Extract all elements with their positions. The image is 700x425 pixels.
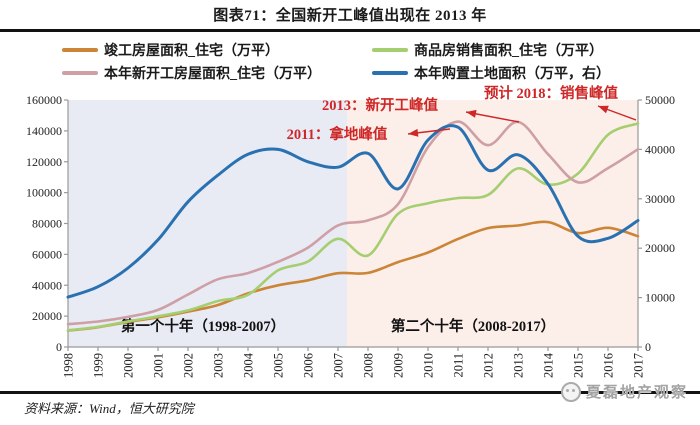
series-line-1 bbox=[66, 122, 640, 332]
legend-swatch bbox=[372, 71, 408, 75]
left-axis-tick-label: 80000 bbox=[32, 217, 62, 231]
x-axis-year-label: 2013 bbox=[512, 353, 526, 378]
series-line-2 bbox=[66, 120, 640, 326]
annotation-arrowhead bbox=[598, 105, 609, 114]
watermark-logo-icon bbox=[560, 381, 581, 402]
x-axis-year-label: 2003 bbox=[212, 353, 226, 378]
legend-swatch bbox=[62, 71, 98, 75]
left-axis-tick-label: 60000 bbox=[32, 247, 62, 261]
right-axis-tick-label: 10000 bbox=[645, 291, 675, 305]
x-axis-year-label: 2005 bbox=[272, 353, 286, 378]
x-axis-year-label: 2006 bbox=[302, 353, 316, 378]
x-axis-year-label: 2017 bbox=[632, 353, 646, 378]
left-axis-tick-label: 40000 bbox=[32, 278, 62, 292]
source-note: 资料来源：Wind，恒大研究院 bbox=[24, 401, 194, 416]
x-axis-year-label: 2001 bbox=[152, 353, 166, 378]
x-axis-year-label: 2000 bbox=[122, 353, 136, 378]
title-divider bbox=[0, 29, 700, 32]
x-axis-year-label: 1999 bbox=[92, 353, 106, 378]
decade-label: 第二个十年（2008-2017） bbox=[391, 317, 555, 335]
x-axis-year-label: 2009 bbox=[392, 353, 406, 378]
x-axis-year-label: 2008 bbox=[362, 353, 376, 378]
legend-item-1: 商品房销售面积_住宅（万平） bbox=[372, 40, 603, 60]
chart-title: 图表71：全国新开工峰值出现在 2013 年 bbox=[213, 8, 487, 24]
left-axis-tick-label: 20000 bbox=[32, 309, 62, 323]
legend-swatch bbox=[62, 48, 98, 52]
legend-item-0: 竣工房屋面积_住宅（万平） bbox=[62, 40, 279, 60]
series-line-3 bbox=[66, 124, 640, 299]
left-axis-tick-label: 100000 bbox=[26, 186, 62, 200]
annotation-arrowhead bbox=[408, 128, 419, 137]
decade-label: 第一个十年（1998-2007） bbox=[121, 317, 285, 335]
footer-divider bbox=[0, 391, 700, 394]
right-axis-tick-label: 40000 bbox=[645, 142, 675, 156]
left-axis-tick-label: 120000 bbox=[26, 155, 62, 169]
legend-label: 商品房销售面积_住宅（万平） bbox=[414, 44, 603, 59]
left-axis-tick-label: 160000 bbox=[26, 93, 62, 107]
band-first-decade bbox=[68, 100, 347, 347]
right-axis-tick-label: 50000 bbox=[645, 93, 675, 107]
right-axis-tick-label: 30000 bbox=[645, 192, 675, 206]
band-second-decade bbox=[347, 100, 638, 347]
x-axis-year-label: 2007 bbox=[332, 353, 346, 378]
legend-label: 本年新开工房屋面积_住宅（万平） bbox=[104, 67, 321, 82]
annotation-label: 2011：拿地峰值 bbox=[287, 125, 388, 143]
x-axis-year-label: 2014 bbox=[542, 352, 556, 378]
left-axis-tick-label: 0 bbox=[56, 340, 62, 354]
x-axis-year-label: 2004 bbox=[242, 352, 256, 378]
legend-label: 本年购置土地面积（万平，右） bbox=[414, 67, 610, 82]
legend-label: 竣工房屋面积_住宅（万平） bbox=[104, 44, 279, 59]
annotation-label: 2013：新开工峰值 bbox=[322, 96, 438, 114]
right-axis-tick-label: 0 bbox=[645, 340, 651, 354]
x-axis-year-label: 1998 bbox=[62, 353, 76, 378]
legend-item-3: 本年购置土地面积（万平，右） bbox=[372, 63, 610, 83]
annotation-label: 预计 2018：销售峰值 bbox=[484, 84, 619, 102]
x-axis-year-label: 2016 bbox=[602, 353, 616, 378]
x-axis-year-label: 2012 bbox=[482, 353, 496, 378]
x-axis-year-label: 2010 bbox=[422, 353, 436, 378]
legend-item-2: 本年新开工房屋面积_住宅（万平） bbox=[62, 63, 321, 83]
right-axis-tick-label: 20000 bbox=[645, 241, 675, 255]
x-axis-year-label: 2011 bbox=[452, 353, 466, 378]
legend-swatch bbox=[372, 48, 408, 52]
annotation-arrowhead bbox=[466, 109, 477, 118]
left-axis-tick-label: 140000 bbox=[26, 124, 62, 138]
watermark: 夏磊地产观察 bbox=[560, 381, 688, 402]
x-axis-year-label: 2015 bbox=[572, 353, 586, 378]
x-axis-year-label: 2002 bbox=[182, 353, 196, 378]
watermark-text: 夏磊地产观察 bbox=[585, 385, 688, 401]
